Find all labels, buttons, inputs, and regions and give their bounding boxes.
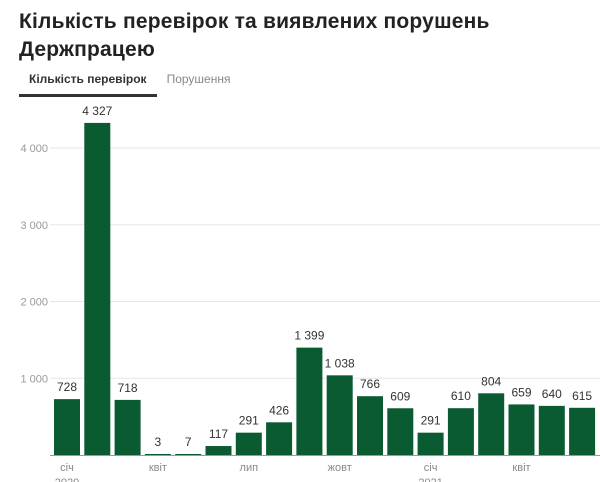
y-tick-label: 1 000 [20, 373, 48, 385]
x-tick-label: січ [424, 462, 438, 474]
x-tick-year: 2021 [418, 477, 442, 482]
bar [508, 404, 535, 455]
bar [205, 446, 232, 455]
bar [54, 399, 80, 455]
x-tick-label: лип [240, 462, 259, 474]
x-tick-label: січ [60, 462, 74, 474]
tab-inspections-count[interactable]: Кількість перевірок [19, 70, 157, 97]
data-label: 291 [239, 414, 259, 428]
data-label: 609 [390, 389, 410, 403]
bar [447, 408, 474, 455]
bar [478, 393, 505, 455]
data-label: 4 327 [82, 104, 112, 118]
bar [84, 122, 111, 456]
data-label: 659 [511, 385, 531, 399]
data-label: 615 [572, 389, 592, 403]
page-title: Кількість перевірок та виявлених порушен… [19, 10, 490, 61]
bar [387, 408, 414, 455]
data-label: 766 [360, 377, 380, 391]
data-label: 804 [481, 374, 501, 388]
bar [235, 432, 262, 455]
data-label: 291 [421, 414, 441, 428]
bar [326, 375, 353, 455]
data-label: 728 [57, 380, 77, 394]
x-tick-label: квіт [149, 462, 167, 474]
data-label: 1 038 [325, 356, 355, 370]
y-tick-label: 4 000 [20, 143, 48, 155]
data-label: 7 [185, 435, 192, 449]
x-tick-label: жовт [328, 462, 352, 474]
bar [569, 407, 596, 455]
data-label: 117 [209, 427, 228, 441]
data-label: 1 399 [294, 329, 324, 343]
tab-violations[interactable]: Порушення [166, 72, 231, 86]
y-tick-label: 2 000 [20, 297, 48, 309]
data-label: 426 [269, 403, 289, 417]
data-label: 3 [155, 435, 162, 449]
bar [357, 396, 383, 455]
tab-bar: Кількість перевірок Порушення [19, 70, 240, 97]
bar [144, 454, 171, 455]
x-tick-label: квіт [512, 462, 530, 474]
bar [175, 454, 202, 455]
bar [114, 399, 141, 455]
y-tick-label: 3 000 [20, 220, 48, 232]
data-label: 640 [542, 387, 562, 401]
bar [266, 422, 293, 455]
data-label: 610 [451, 389, 471, 403]
bar [296, 347, 323, 455]
bar [417, 432, 444, 455]
x-tick-year: 2020 [55, 477, 79, 482]
bar [538, 405, 565, 455]
data-label: 718 [118, 381, 138, 395]
